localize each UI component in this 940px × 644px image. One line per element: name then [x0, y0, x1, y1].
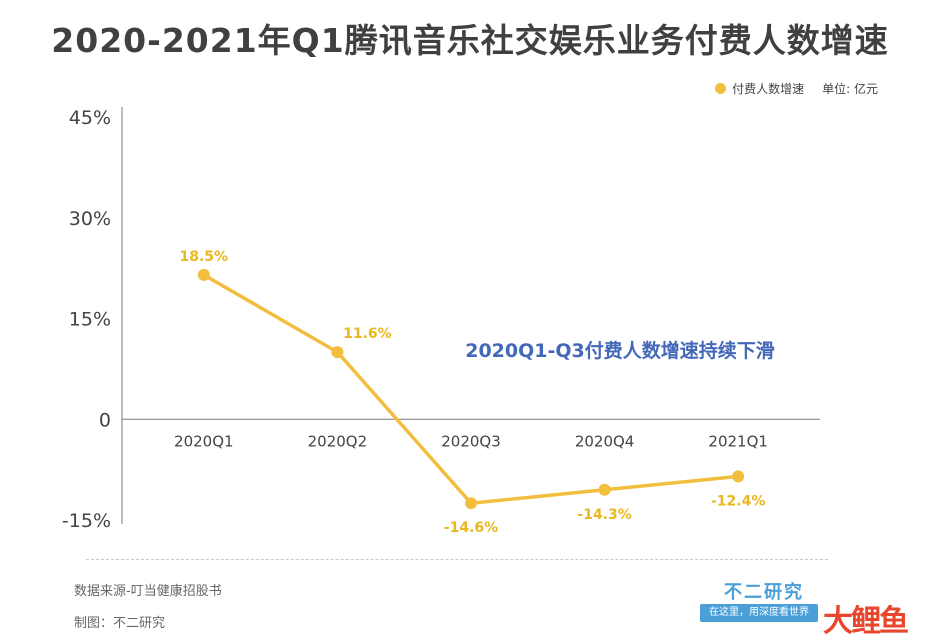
data-label: -14.3% — [577, 507, 631, 523]
corner-logo: 大鲤鱼 — [823, 604, 909, 639]
data-point — [465, 497, 477, 510]
brand-banner: 在这里，用深度看世界 — [700, 604, 818, 622]
series-group — [197, 268, 745, 510]
legend: 付费人数增速 单位: 亿元 — [715, 80, 878, 97]
data-point — [331, 346, 344, 359]
data-label: 11.6% — [343, 326, 392, 342]
legend-unit: 单位: 亿元 — [822, 82, 878, 96]
trend-annotation: 2020Q1-Q3付费人数增速持续下滑 — [465, 339, 775, 362]
y-tick-label: 15% — [69, 309, 111, 331]
axes: 45% 30% 15% 0 -15% 2020Q1 2020Q2 2020Q3 2020Q4 20… — [62, 107, 820, 532]
source-note: 数据来源-叮当健康招股书 — [74, 584, 222, 599]
legend-series-label: 付费人数增速 — [732, 82, 805, 96]
data-label: 18.5% — [180, 249, 229, 265]
brand-name: 不二研究 — [724, 582, 804, 603]
legend-marker — [715, 83, 727, 94]
y-tick-label: -15% — [62, 510, 111, 532]
data-point — [197, 268, 210, 281]
data-point — [598, 483, 611, 496]
maker-note: 制图：不二研究 — [74, 616, 166, 631]
y-tick-label: 45% — [69, 107, 111, 129]
data-label: -14.6% — [444, 520, 498, 536]
x-tick-label: 2020Q2 — [308, 432, 368, 450]
x-tick-label: 2020Q4 — [575, 432, 635, 450]
data-labels: 18.5% 11.6% -14.6% -14.3% -12.4% — [180, 249, 766, 536]
x-tick-label: 2021Q1 — [708, 432, 768, 450]
x-tick-label: 2020Q1 — [174, 432, 234, 450]
data-point — [732, 470, 745, 483]
chart-title: 2020-2021年Q1腾讯音乐社交娱乐业务付费人数增速 — [51, 21, 889, 60]
x-tick-label: 2020Q3 — [441, 432, 501, 450]
series-line — [202, 273, 739, 505]
data-label: -12.4% — [711, 493, 765, 509]
y-tick-label: 0 — [99, 409, 111, 431]
footer-separator — [86, 559, 828, 560]
y-tick-label: 30% — [69, 208, 111, 230]
